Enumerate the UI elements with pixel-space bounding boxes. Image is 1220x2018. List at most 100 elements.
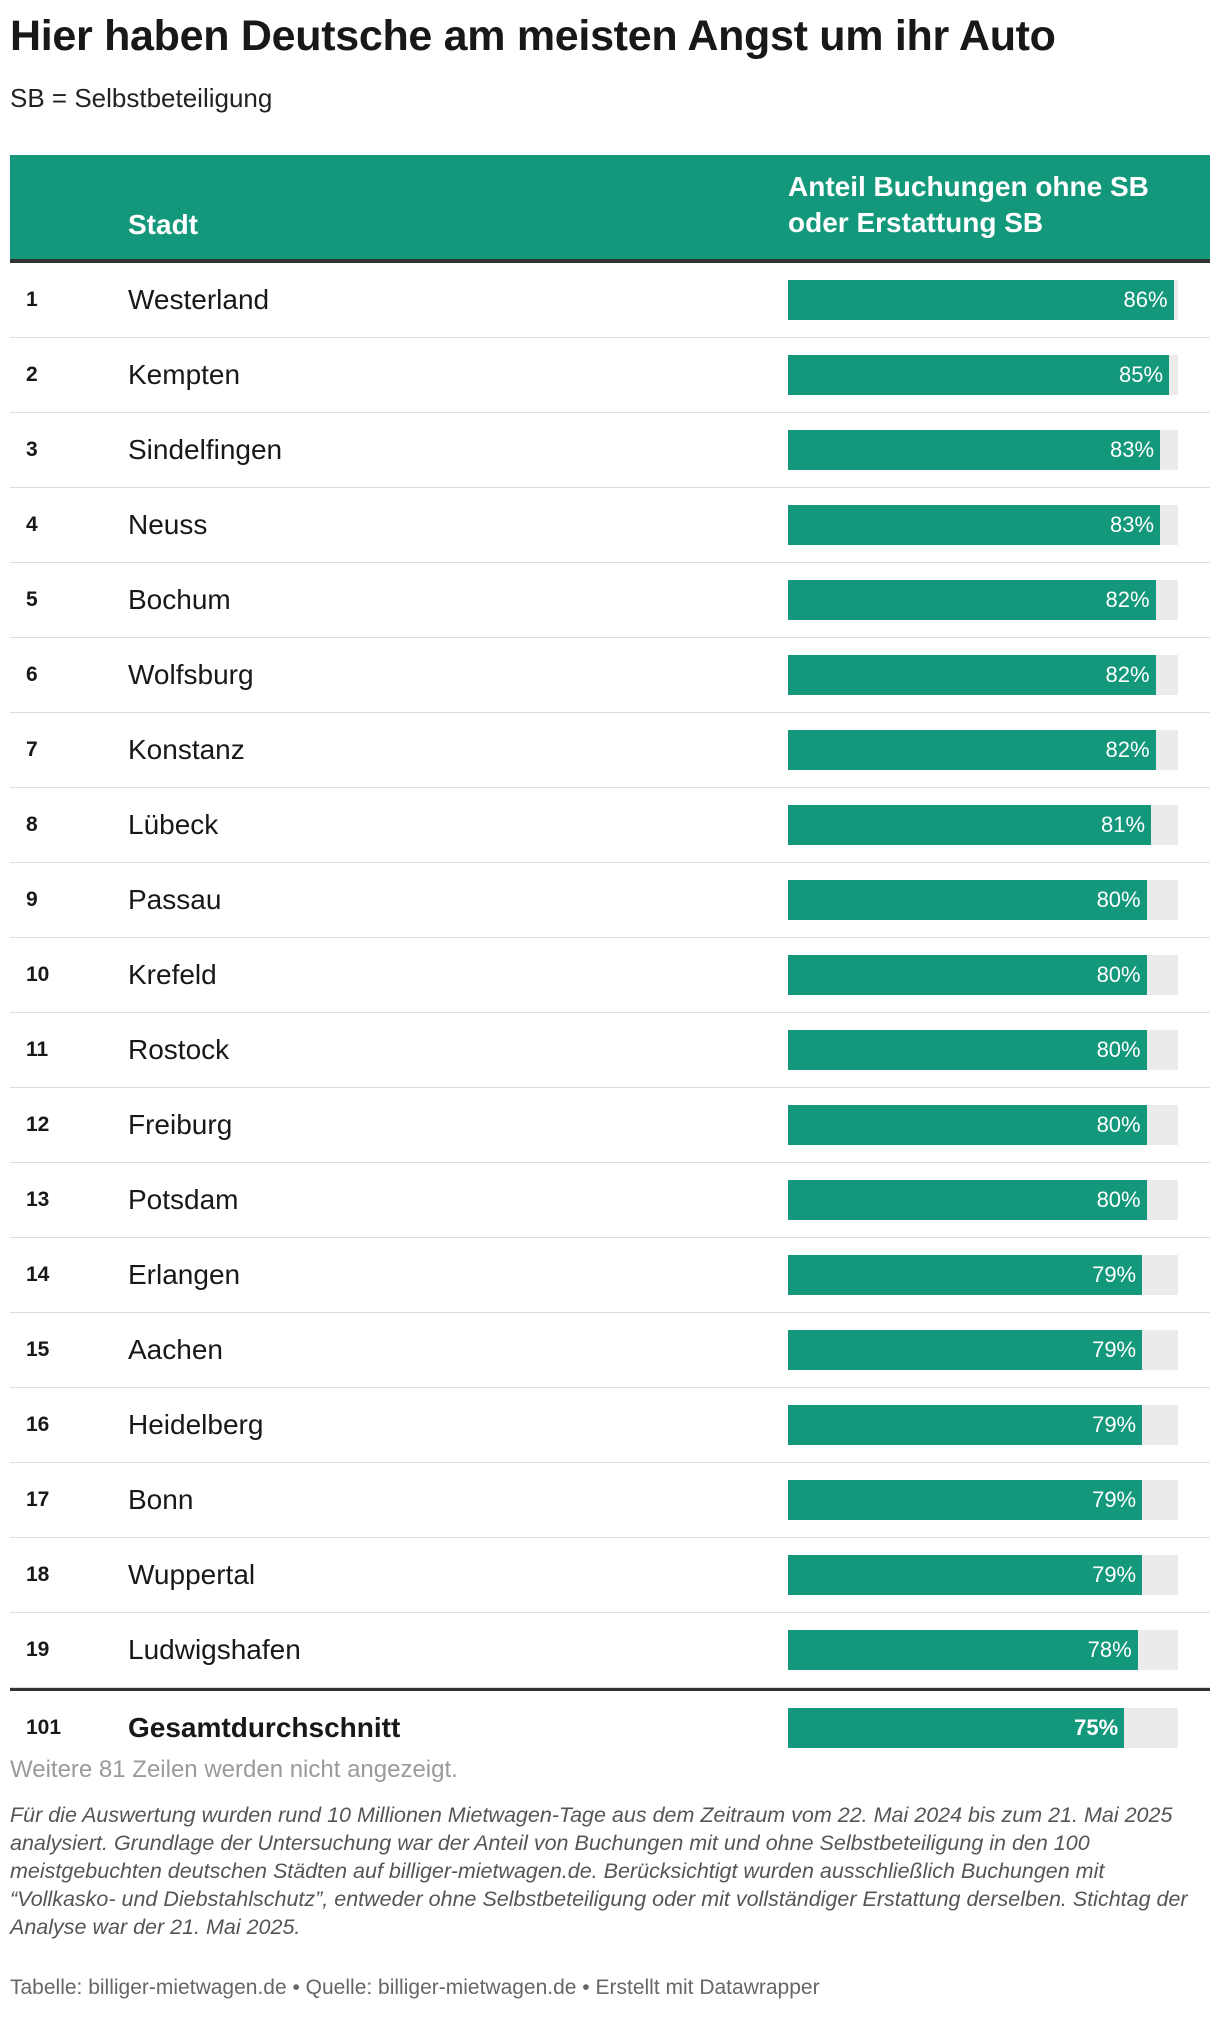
value-label: 80% [1096, 962, 1141, 987]
city-cell: Lübeck [128, 809, 219, 840]
value-label: 83% [1110, 437, 1155, 462]
rank-cell: 1 [26, 288, 38, 311]
rank-cell: 19 [26, 1638, 50, 1661]
value-bar: 80% [788, 1180, 1147, 1220]
value-bar: 82% [788, 730, 1156, 770]
value-bar: 82% [788, 580, 1156, 620]
city-cell: Passau [128, 884, 222, 915]
value-label: 79% [1092, 1337, 1137, 1362]
value-bar: 79% [788, 1555, 1143, 1595]
bar-track: 78% [788, 1630, 1178, 1670]
bar-track: 80% [788, 1180, 1178, 1220]
chart-subtitle: SB = Selbstbeteiligung [10, 83, 273, 113]
value-label: 78% [1087, 1637, 1132, 1662]
table-row: 17 Bonn 79% [10, 1463, 1210, 1538]
value-label: 79% [1092, 1262, 1137, 1287]
city-cell: Neuss [128, 509, 208, 540]
table-row: 12 Freiburg 80% [10, 1088, 1210, 1163]
table-row: 4 Neuss 83% [10, 488, 1210, 563]
rank-cell: 15 [26, 1338, 50, 1361]
value-label: 80% [1096, 1187, 1141, 1212]
table-header: Stadt Anteil Buchungen ohne SB oder Erst… [10, 155, 1210, 263]
value-label: 80% [1096, 1037, 1141, 1062]
bar-track: 80% [788, 955, 1178, 995]
bar-track: 80% [788, 1105, 1178, 1145]
column-header-city[interactable]: Stadt [128, 209, 198, 240]
city-cell: Erlangen [128, 1259, 241, 1290]
city-cell: Westerland [128, 284, 270, 315]
rank-cell: 101 [26, 1716, 62, 1739]
city-cell: Freiburg [128, 1109, 233, 1140]
methodology-note: Für die Auswertung wurden rund 10 Millio… [10, 1803, 1188, 1939]
table-row: 8 Lübeck 81% [10, 788, 1210, 863]
city-cell: Bonn [128, 1484, 194, 1515]
table-row: 14 Erlangen 79% [10, 1238, 1210, 1313]
rank-cell: 5 [26, 588, 38, 611]
rank-cell: 14 [26, 1263, 50, 1286]
bar-track: 75% [788, 1708, 1178, 1748]
value-label: 82% [1105, 737, 1150, 762]
table-row: 15 Aachen 79% [10, 1313, 1210, 1388]
value-bar: 80% [788, 955, 1147, 995]
value-label: 80% [1096, 1112, 1141, 1137]
bar-track: 82% [788, 655, 1178, 695]
value-bar: 83% [788, 430, 1161, 470]
city-cell: Konstanz [128, 734, 245, 765]
bar-track: 81% [788, 805, 1178, 845]
city-cell: Ludwigshafen [128, 1634, 301, 1665]
rank-cell: 3 [26, 438, 38, 461]
rank-cell: 9 [26, 888, 38, 911]
value-label: 82% [1105, 587, 1150, 612]
city-cell: Sindelfingen [128, 434, 283, 465]
city-cell: Rostock [128, 1034, 230, 1065]
table-row: 2 Kempten 85% [10, 338, 1210, 413]
bar-track: 80% [788, 1030, 1178, 1070]
value-label: 79% [1092, 1562, 1137, 1587]
city-cell: Kempten [128, 359, 241, 390]
chart-title: Hier haben Deutsche am meisten Angst um … [10, 12, 1056, 60]
city-cell: Wuppertal [128, 1559, 256, 1590]
table-row: 11 Rostock 80% [10, 1013, 1210, 1088]
table-row: 19 Ludwigshafen 78% [10, 1613, 1210, 1688]
chart-container: Hier haben Deutsche am meisten Angst um … [10, 0, 1210, 1999]
value-bar: 80% [788, 880, 1147, 920]
value-bar: 79% [788, 1330, 1143, 1370]
table-row: 3 Sindelfingen 83% [10, 413, 1210, 488]
rank-cell: 13 [26, 1188, 50, 1211]
value-bar: 80% [788, 1030, 1147, 1070]
rank-cell: 18 [26, 1563, 50, 1586]
bar-track: 83% [788, 505, 1178, 545]
rank-cell: 11 [26, 1038, 49, 1061]
rank-cell: 4 [26, 513, 38, 536]
value-label: 80% [1096, 887, 1141, 912]
value-label: 79% [1092, 1487, 1137, 1512]
bar-track: 85% [788, 355, 1178, 395]
rank-cell: 16 [26, 1413, 50, 1436]
table-row: 18 Wuppertal 79% [10, 1538, 1210, 1613]
value-bar: 79% [788, 1255, 1143, 1295]
bar-track: 79% [788, 1405, 1178, 1445]
value-bar: 81% [788, 805, 1152, 845]
table-row: 9 Passau 80% [10, 863, 1210, 938]
bar-track: 79% [788, 1555, 1178, 1595]
value-bar: 82% [788, 655, 1156, 695]
table-row: 5 Bochum 82% [10, 563, 1210, 638]
column-header-share[interactable]: Anteil Buchungen ohne SB oder Erstattung… [788, 171, 1149, 238]
value-bar: 75% [788, 1708, 1125, 1748]
value-label: 79% [1092, 1412, 1137, 1437]
value-label: 75% [1074, 1715, 1119, 1740]
bar-track: 79% [788, 1480, 1178, 1520]
city-cell: Bochum [128, 584, 231, 615]
bar-track: 80% [788, 880, 1178, 920]
rank-cell: 8 [26, 813, 38, 836]
bar-track: 82% [788, 730, 1178, 770]
table-row: 10 Krefeld 80% [10, 938, 1210, 1013]
source-footer: Tabelle: billiger-mietwagen.de • Quelle:… [10, 1976, 820, 1999]
rank-cell: 7 [26, 738, 38, 761]
city-cell: Krefeld [128, 959, 217, 990]
table-row: 6 Wolfsburg 82% [10, 638, 1210, 713]
value-label: 85% [1118, 362, 1164, 387]
value-bar: 79% [788, 1480, 1143, 1520]
more-rows-note: Weitere 81 Zeilen werden nicht angezeigt… [10, 1756, 458, 1783]
city-cell: Wolfsburg [128, 659, 254, 690]
